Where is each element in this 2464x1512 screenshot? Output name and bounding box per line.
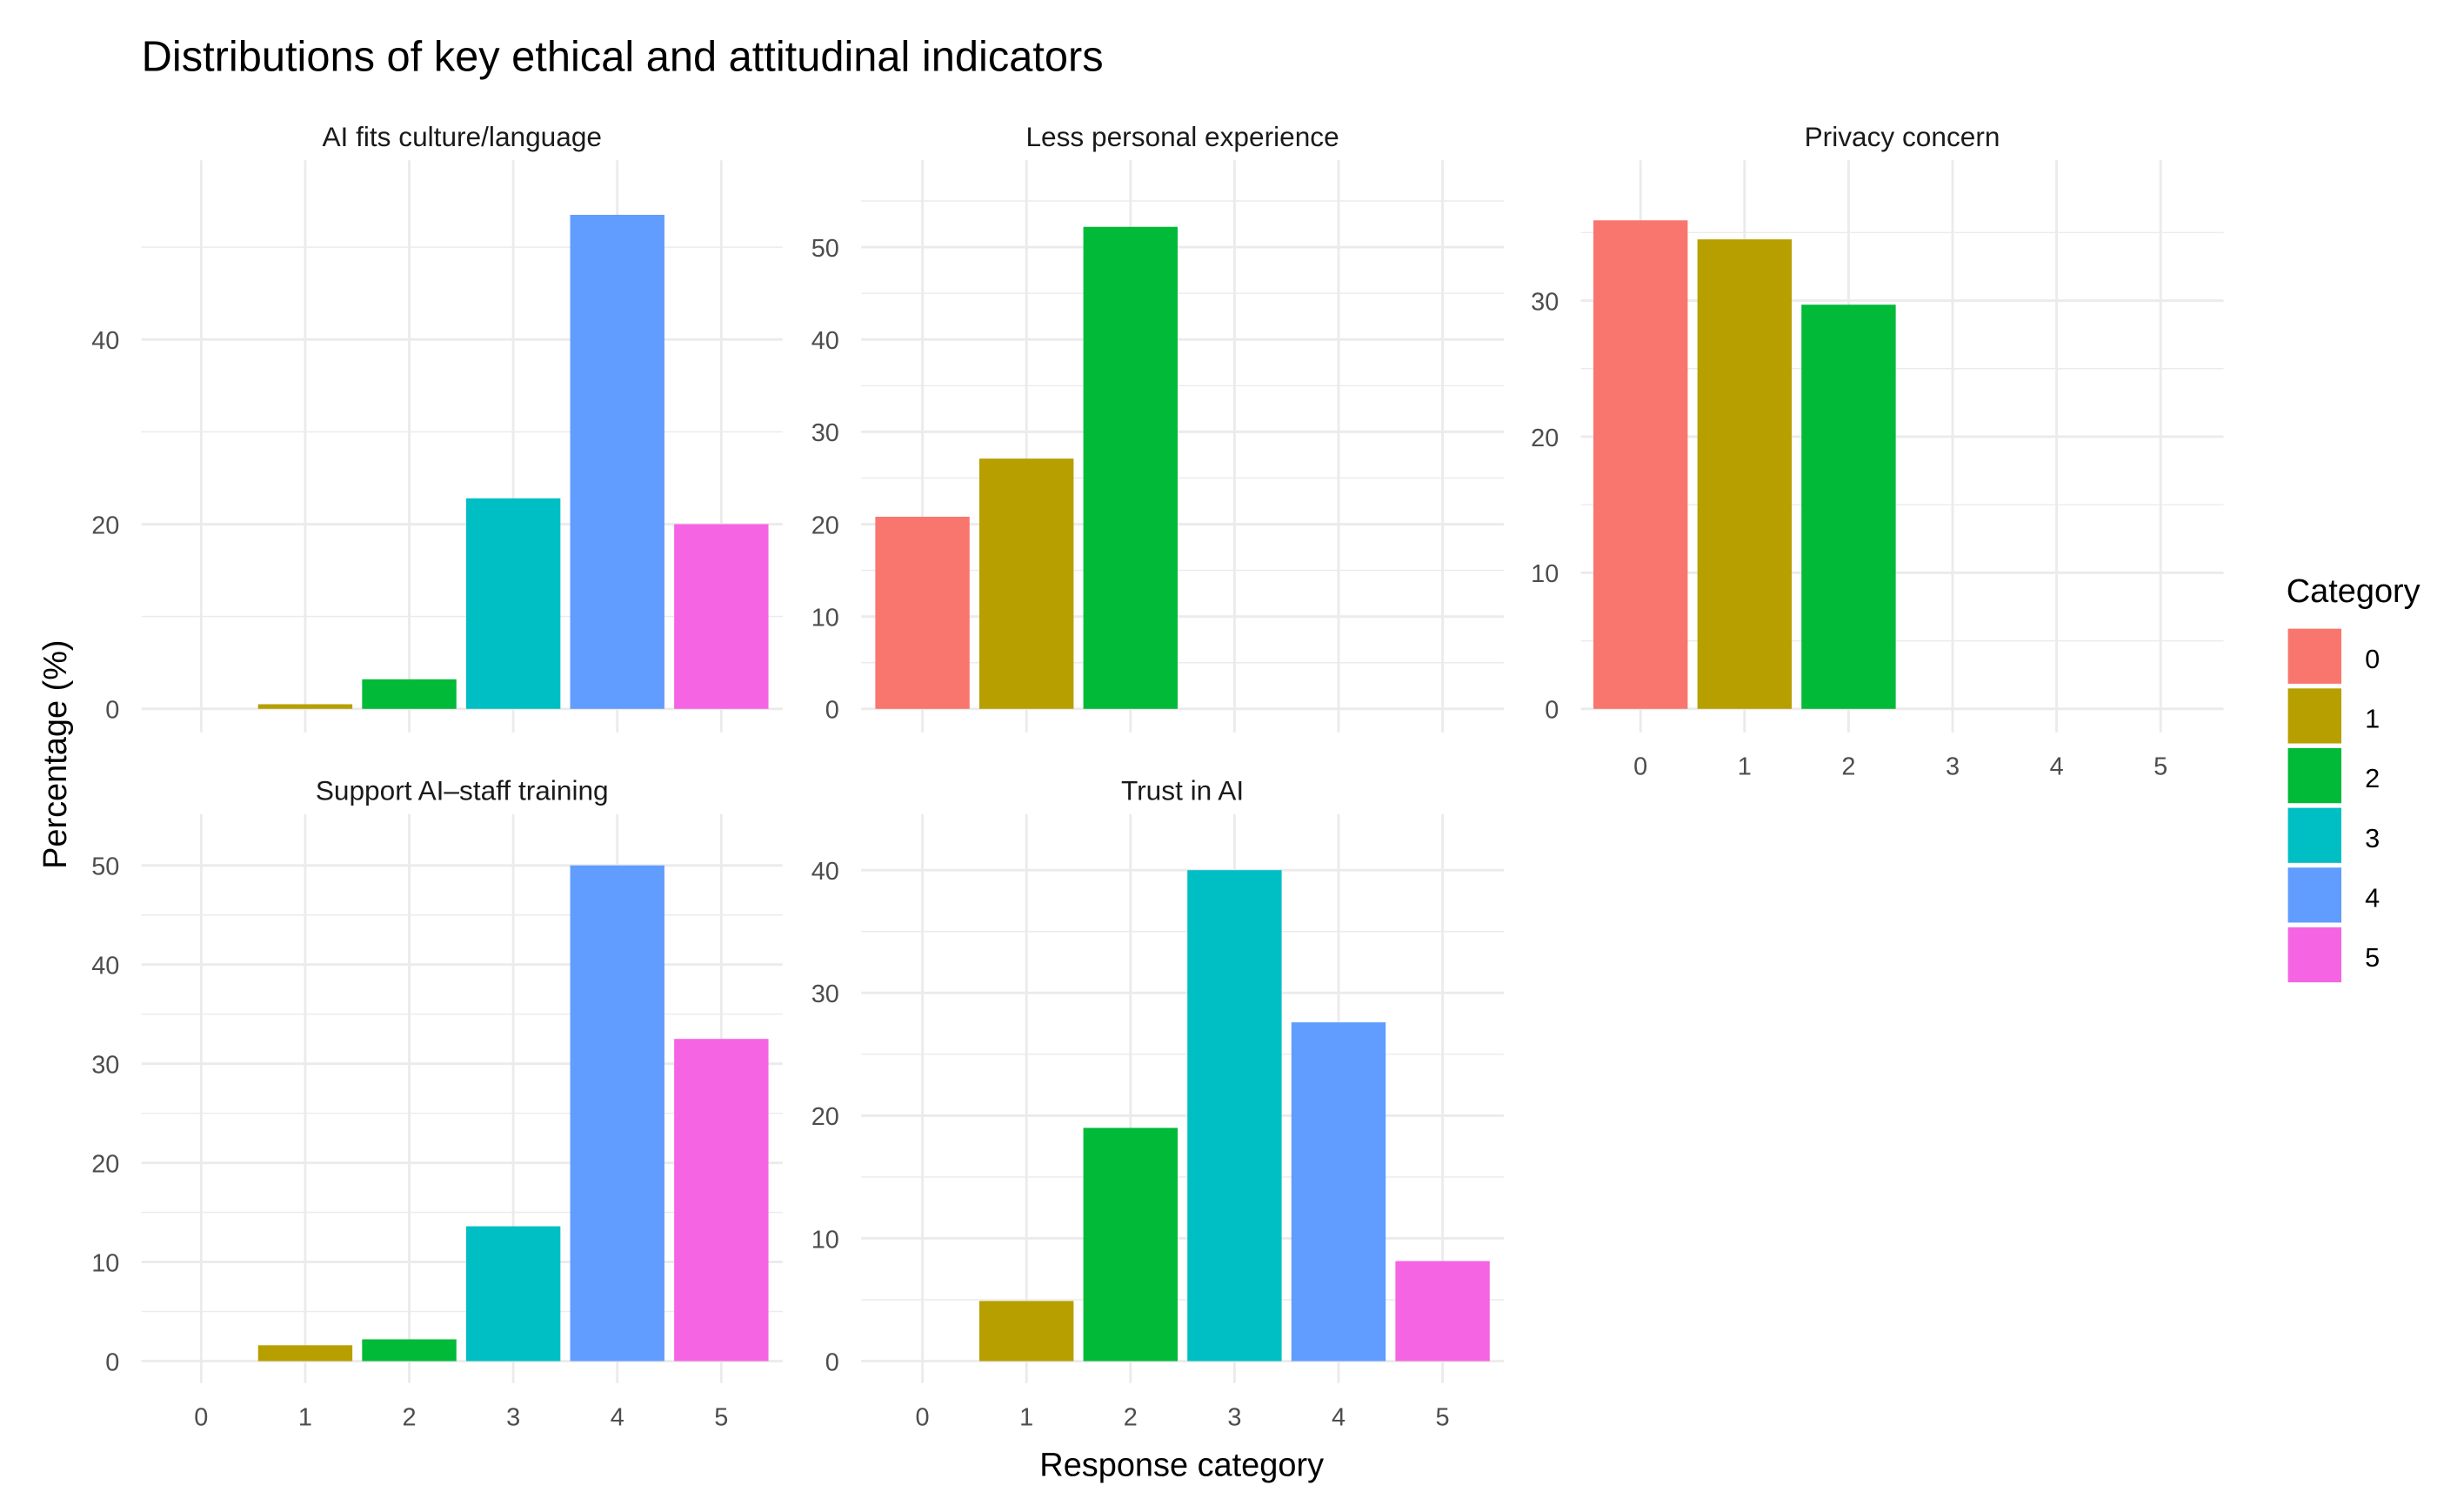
legend-title: Category (2287, 573, 2421, 610)
panel-strip-title: Less personal experience (1025, 121, 1339, 152)
x-tick-label: 3 (1227, 1404, 1241, 1432)
x-tick-label: 2 (1124, 1404, 1138, 1432)
panel-3: 0 10 20 30 0 1 2 3 4 5 Privacy concern (1531, 121, 2224, 781)
legend-key-1 (2287, 688, 2341, 744)
legend: Category 0 1 2 3 4 5 (2287, 573, 2421, 983)
bar-4 (1291, 1022, 1386, 1361)
y-tick-label: 0 (105, 697, 119, 725)
x-tick-label: 3 (1946, 753, 1960, 781)
panel-strip-title: Trust in AI (1121, 775, 1244, 806)
panel-1: 0 20 40 AI fits culture/language (91, 121, 783, 733)
legend-key-2 (2287, 747, 2341, 804)
y-tick-label: 40 (811, 858, 839, 886)
bar-2 (1083, 226, 1178, 709)
bar-1 (978, 1301, 1074, 1361)
x-tick-label: 4 (2050, 753, 2064, 781)
bar-1 (257, 704, 353, 709)
x-tick-label: 4 (611, 1404, 624, 1432)
bar-3 (465, 1226, 561, 1361)
panel-strip-title: AI fits culture/language (322, 121, 602, 152)
x-tick-label: 3 (506, 1404, 520, 1432)
y-tick-label: 40 (91, 327, 119, 355)
panel-strip-title: Support AI–staff training (316, 775, 609, 806)
legend-label: 1 (2365, 703, 2380, 733)
bar-1 (978, 458, 1074, 709)
y-tick-label: 30 (1531, 288, 1559, 316)
bar-2 (362, 679, 457, 709)
bar-4 (570, 865, 664, 1361)
x-tick-label: 0 (1633, 753, 1647, 781)
x-tick-label: 4 (1332, 1404, 1346, 1432)
y-tick-label: 20 (1531, 425, 1559, 452)
legend-label: 5 (2365, 942, 2380, 973)
legend-label: 2 (2365, 763, 2380, 793)
legend-key-4 (2287, 867, 2341, 923)
y-tick-label: 20 (91, 512, 119, 539)
y-tick-label: 30 (811, 980, 839, 1008)
panel-5: 0 10 20 30 40 0 1 2 3 4 5 Trust in AI (811, 775, 1505, 1432)
x-tick-label: 5 (1436, 1404, 1450, 1432)
y-tick-label: 40 (811, 327, 839, 355)
x-tick-label: 1 (1738, 753, 1752, 781)
chart-title: Distributions of key ethical and attitud… (142, 33, 1104, 80)
bar-4 (570, 214, 664, 709)
y-tick-label: 20 (91, 1150, 119, 1178)
legend-label: 0 (2365, 644, 2380, 674)
y-tick-label: 50 (811, 235, 839, 263)
bar-3 (1187, 870, 1282, 1361)
bar-2 (1801, 304, 1896, 709)
x-tick-label: 1 (1019, 1404, 1033, 1432)
y-tick-label: 10 (811, 604, 839, 632)
y-tick-label: 20 (811, 1103, 839, 1131)
bar-3 (465, 498, 561, 709)
y-tick-label: 10 (1531, 560, 1559, 588)
bar-1 (257, 1345, 353, 1361)
y-tick-label: 0 (1545, 697, 1559, 725)
y-tick-label: 40 (91, 953, 119, 980)
bar-5 (674, 524, 769, 709)
x-tick-label: 5 (714, 1404, 728, 1432)
y-tick-label: 30 (91, 1052, 119, 1080)
y-tick-label: 50 (91, 853, 119, 881)
legend-label: 3 (2365, 823, 2380, 853)
bar-0 (1593, 220, 1688, 709)
legend-key-3 (2287, 807, 2341, 863)
x-tick-label: 0 (194, 1404, 208, 1432)
x-tick-label: 2 (1841, 753, 1855, 781)
bar-2 (1083, 1127, 1178, 1361)
y-tick-label: 0 (825, 1348, 839, 1376)
x-tick-label: 0 (916, 1404, 930, 1432)
y-tick-label: 0 (105, 1348, 119, 1376)
x-tick-label: 5 (2153, 753, 2167, 781)
bar-5 (1395, 1261, 1490, 1361)
panel-4: 0 10 20 30 40 50 0 1 2 3 4 5 Support AI–staff traini… (91, 775, 783, 1432)
y-tick-label: 0 (825, 697, 839, 725)
panel-strip-title: Privacy concern (1805, 121, 2000, 152)
y-tick-label: 30 (811, 419, 839, 447)
bar-0 (875, 517, 970, 709)
x-axis-label: Response category (1039, 1447, 1324, 1483)
legend-label: 4 (2365, 882, 2380, 913)
y-tick-label: 10 (91, 1249, 119, 1277)
legend-key-0 (2287, 628, 2341, 684)
x-tick-label: 1 (298, 1404, 312, 1432)
y-tick-label: 10 (811, 1226, 839, 1254)
bar-1 (1697, 239, 1793, 709)
bar-2 (362, 1339, 457, 1361)
y-axis-label: Percentage (%) (37, 639, 74, 868)
x-tick-label: 2 (402, 1404, 416, 1432)
bar-5 (674, 1039, 769, 1361)
y-tick-label: 20 (811, 512, 839, 539)
panel-2: 0 10 20 30 40 50 Less personal experience (811, 121, 1505, 733)
legend-key-5 (2287, 927, 2341, 983)
